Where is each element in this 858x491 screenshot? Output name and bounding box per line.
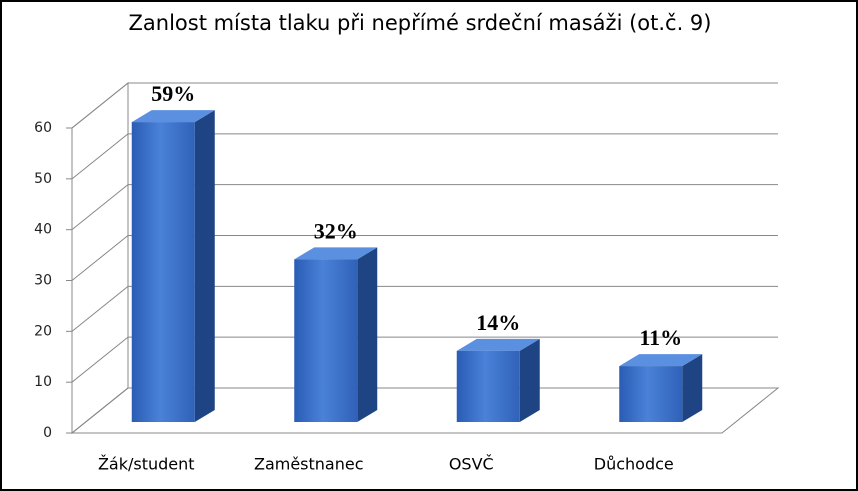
x-tick-label: Důchodce <box>594 455 674 474</box>
bar <box>294 259 358 422</box>
y-tick-label: 40 <box>34 222 52 238</box>
y-tick-label: 50 <box>34 171 52 187</box>
bar <box>131 122 195 422</box>
bar <box>456 350 520 422</box>
grid-line <box>71 184 778 231</box>
grid-line <box>71 82 778 129</box>
bar-side <box>194 110 215 422</box>
bar-top <box>456 338 540 351</box>
grid-line <box>71 285 778 332</box>
x-tick-label: Zaměstnanec <box>254 455 364 474</box>
bar-top <box>294 247 378 260</box>
y-tick-label: 0 <box>43 425 52 441</box>
grid-line <box>71 336 778 383</box>
grid-line <box>71 133 778 180</box>
y-tick-label: 60 <box>34 120 52 136</box>
y-tick-label: 30 <box>34 273 52 289</box>
data-label: 14% <box>476 310 520 335</box>
bar-side <box>682 354 703 422</box>
y-tick-label: 10 <box>34 374 52 390</box>
grid-line <box>71 235 778 281</box>
plot-area: 0 10 20 30 40 50 60 Žák/student 59% Zaměstnanec 32… <box>34 81 780 474</box>
bar <box>619 366 683 422</box>
bar-side <box>357 247 378 422</box>
y-tick-label: 20 <box>34 323 52 339</box>
chart-title: Zanlost místa tlaku při nepřímé srdeční … <box>129 11 712 35</box>
bar-top <box>131 110 215 123</box>
bar-top <box>619 354 703 367</box>
data-label: 32% <box>314 218 358 243</box>
grid-line <box>71 387 778 434</box>
data-label: 59% <box>151 81 195 106</box>
bar-side <box>519 338 540 422</box>
x-tick-label: OSVČ <box>449 455 494 474</box>
x-tick-label: Žák/student <box>98 455 195 474</box>
data-label: 11% <box>639 325 682 350</box>
